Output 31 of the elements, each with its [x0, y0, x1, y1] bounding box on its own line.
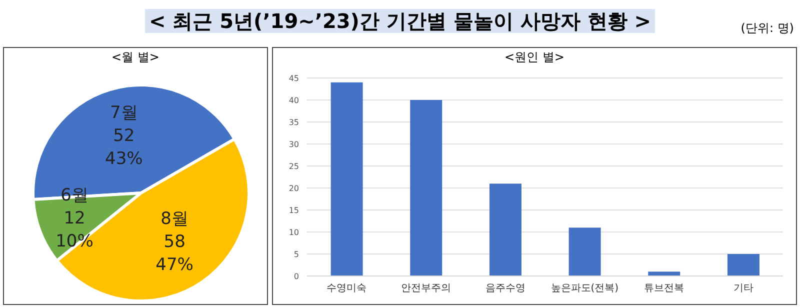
- y-tick-label: 30: [288, 140, 299, 149]
- slice-label: 8월: [160, 208, 188, 229]
- chart-title: <원인 별>: [504, 49, 566, 66]
- x-tick-label: 튜브전복: [644, 283, 684, 294]
- y-tick-label: 25: [288, 162, 299, 171]
- bar: [648, 272, 680, 276]
- bar: [330, 82, 363, 276]
- x-tick-label: 음주수영: [485, 283, 526, 294]
- x-tick-label: 기타: [733, 283, 754, 294]
- y-tick-label: 15: [288, 206, 299, 215]
- chart-subtitle: <월 별>: [110, 49, 160, 66]
- slice-label: 6월: [60, 186, 88, 206]
- bar: [489, 184, 522, 276]
- y-tick-label: 0: [294, 272, 299, 281]
- y-tick-label: 45: [288, 74, 299, 83]
- y-tick-label: 35: [288, 118, 299, 127]
- y-tick-label: 5: [294, 250, 299, 259]
- bar: [568, 228, 601, 276]
- x-tick-label: 높은파도(전복): [550, 283, 619, 294]
- data-label: 52 43%: [105, 126, 143, 170]
- x-tick-label: 수영미숙: [326, 283, 367, 294]
- text: < 최근 5년(’19~’23)간 기간별 물놀이 사망자 현황 >: [144, 9, 656, 33]
- slice-label: 7월: [110, 103, 138, 124]
- bar: [727, 254, 760, 276]
- y-tick-label: 20: [288, 184, 299, 193]
- y-tick-label: 40: [288, 96, 299, 105]
- text: (단위: 명): [740, 20, 794, 37]
- data-label: 58 47%: [156, 232, 194, 275]
- x-tick-label: 안전부주의: [401, 283, 451, 294]
- bar: [410, 100, 442, 276]
- y-tick-label: 10: [288, 228, 299, 237]
